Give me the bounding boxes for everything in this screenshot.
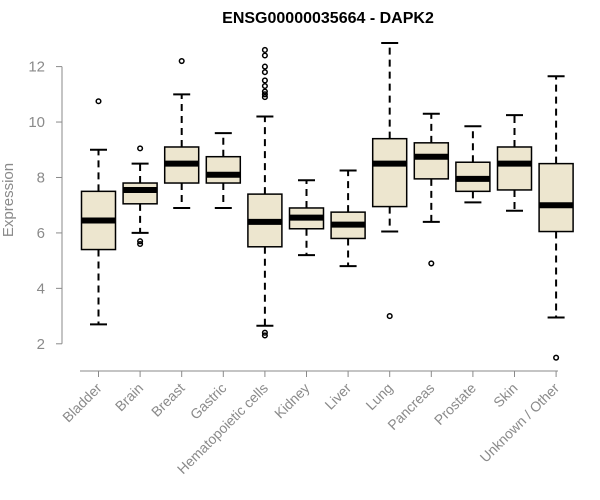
chart-title: ENSG00000035664 - DAPK2 <box>222 10 434 27</box>
outlier-point <box>95 98 102 105</box>
outlier-point <box>261 82 268 90</box>
box-liver <box>330 169 366 268</box>
outlier-point <box>137 145 144 152</box>
box-lung <box>371 42 408 320</box>
x-tick-label: Liver <box>321 380 354 413</box>
outlier-point <box>261 77 268 84</box>
y-tick-label: 6 <box>37 225 45 242</box>
x-tick-label: Breast <box>148 380 188 420</box>
outlier-point <box>261 329 268 336</box>
outlier-point <box>386 313 393 320</box>
outlier-point <box>428 260 435 267</box>
iqr-box <box>122 182 158 205</box>
x-tick-label: Lung <box>362 380 395 413</box>
outlier-point <box>261 63 268 70</box>
iqr-box <box>205 155 242 184</box>
x-tick-label: Brain <box>112 380 146 414</box>
y-tick-label: 10 <box>28 114 45 131</box>
x-tick-label: Unknown / Other <box>477 380 563 466</box>
outlier-point <box>553 354 560 361</box>
box-unknown-other <box>538 75 574 361</box>
outlier-point <box>137 240 144 248</box>
box-pancreas <box>413 112 450 267</box>
box-skin <box>496 114 533 212</box>
outlier-point <box>261 91 268 98</box>
outlier-point <box>261 46 268 54</box>
x-tick-label: Prostate <box>431 380 479 428</box>
outlier-point <box>261 52 268 59</box>
outlier-point <box>261 88 268 95</box>
box-gastric <box>205 132 242 209</box>
y-tick-label: 4 <box>37 280 45 297</box>
y-tick-label: 2 <box>37 336 45 353</box>
outlier-point <box>261 332 268 339</box>
y-axis-label: Expression <box>0 163 17 237</box>
x-tick-label: Bladder <box>59 380 105 426</box>
outlier-point <box>261 94 268 101</box>
iqr-box <box>538 162 574 233</box>
iqr-box <box>413 142 450 180</box>
y-tick-label: 12 <box>28 59 45 76</box>
outlier-point <box>261 69 268 76</box>
box-kidney <box>288 179 325 257</box>
box-prostate <box>455 125 491 204</box>
iqr-box <box>371 137 408 208</box>
outlier-point <box>137 238 144 245</box>
box-brain <box>122 145 158 248</box>
outlier-point <box>178 58 185 65</box>
box-hematopoietic-cells <box>247 46 283 339</box>
x-tick-label: Skin <box>490 380 521 411</box>
box-breast <box>163 58 200 209</box>
iqr-box <box>496 146 533 191</box>
y-tick-label: 8 <box>37 169 45 186</box>
x-tick-label: Kidney <box>271 380 313 422</box>
box-bladder <box>80 98 117 326</box>
